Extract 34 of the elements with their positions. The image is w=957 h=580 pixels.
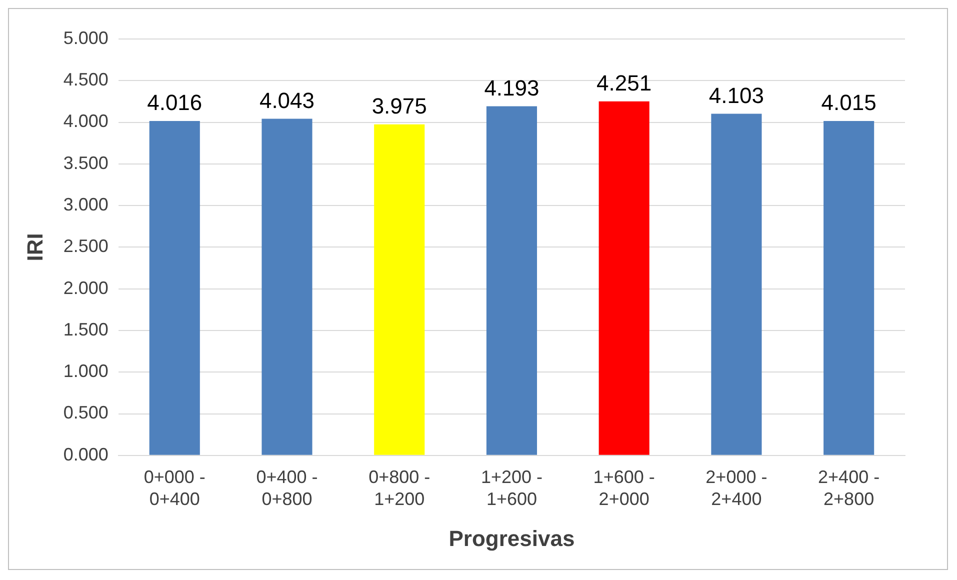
y-tick-label: 2.000: [63, 278, 108, 298]
x-tick-label: 2+000 - 2+400: [706, 467, 768, 509]
x-tick-label: 0+400 - 0+800: [256, 467, 318, 509]
data-label: 4.193: [484, 75, 540, 100]
data-label: 4.043: [259, 88, 315, 113]
bar: [711, 114, 762, 455]
y-tick-label: 1.000: [63, 361, 108, 382]
bar: [486, 106, 538, 455]
y-tick-label: 3.000: [63, 194, 108, 215]
y-tick-label: 4.500: [63, 70, 108, 90]
x-tick-label: 1+200 - 1+600: [480, 467, 543, 509]
y-tick-label: 2.500: [63, 236, 108, 256]
y-tick-label: 0.500: [63, 402, 108, 423]
x-tick-label: 2+400 - 2+800: [818, 467, 880, 509]
bar: [149, 120, 200, 455]
y-tick-label: 0.000: [63, 444, 108, 464]
x-tick-label: 1+600 - 2+000: [593, 467, 655, 509]
y-tick-label: 3.500: [63, 152, 108, 173]
y-tick-label: 5.000: [63, 28, 108, 48]
x-tick-label: 0+800 - 1+200: [368, 467, 430, 509]
data-label: 4.103: [708, 82, 764, 108]
bar: [824, 121, 874, 455]
y-tick-label: 4.000: [63, 111, 108, 132]
data-label: 3.975: [372, 93, 427, 118]
data-label: 4.251: [596, 70, 652, 96]
x-axis-title: Progresivas: [448, 526, 575, 551]
y-tick-label: 1.500: [63, 319, 108, 340]
y-axis-title: IRI: [22, 233, 48, 262]
data-label: 4.015: [821, 90, 876, 116]
data-label: 4.016: [147, 90, 202, 116]
x-tick-label: 0+000 - 0+400: [144, 467, 206, 509]
bar: [374, 124, 425, 455]
bar: [262, 118, 312, 455]
bar: [598, 101, 650, 455]
